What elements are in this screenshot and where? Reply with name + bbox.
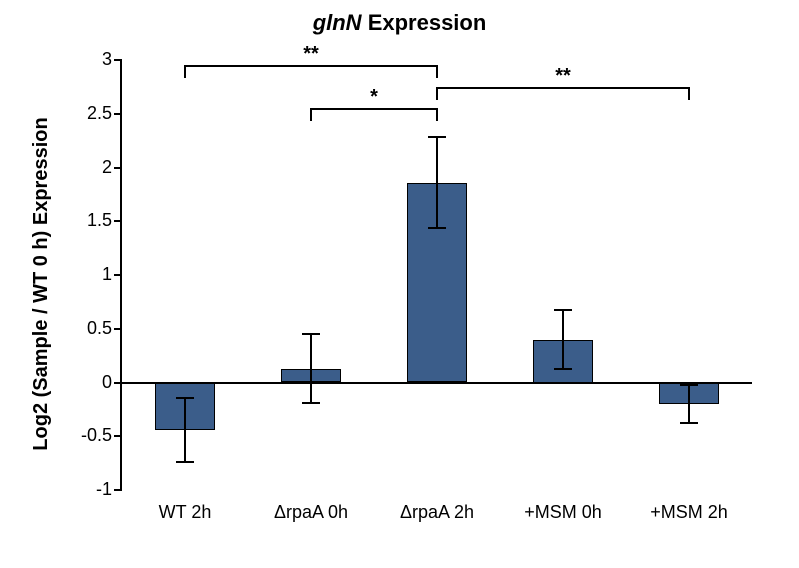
x-tick-label: +MSM 2h [626,502,752,523]
y-tick-label: 1.5 [62,210,112,231]
x-tick-label: WT 2h [122,502,248,523]
error-bar [184,398,186,463]
y-tick-label: 0 [62,372,112,393]
error-bar [436,137,438,227]
y-tick-label: 0.5 [62,318,112,339]
significance-bracket-drop [310,108,312,121]
error-bar [310,334,312,403]
x-tick-label: ΔrpaA 2h [374,502,500,523]
y-tick [114,489,122,491]
y-tick [114,220,122,222]
significance-label: ** [543,65,583,88]
significance-label: ** [291,43,331,66]
significance-bracket-drop [436,87,438,100]
y-tick [114,59,122,61]
y-tick [114,167,122,169]
error-bar-cap [554,309,573,311]
error-bar-cap [428,227,447,229]
error-bar-cap [302,402,321,404]
plot-area: -1-0.500.511.522.53WT 2hΔrpaA 0hΔrpaA 2h… [120,60,752,490]
significance-bracket-drop [688,87,690,100]
chart-title: glnN Expression [0,10,799,36]
x-tick-label: +MSM 0h [500,502,626,523]
error-bar-cap [680,384,699,386]
chart-container: glnN Expression Log2 (Sample / WT 0 h) E… [0,0,799,568]
y-tick [114,113,122,115]
significance-bracket-drop [436,108,438,121]
x-tick-label: ΔrpaA 0h [248,502,374,523]
y-tick-label: -0.5 [62,425,112,446]
title-rest: Expression [362,10,487,35]
error-bar-cap [554,368,573,370]
y-tick [114,274,122,276]
error-bar [562,310,564,368]
error-bar [688,385,690,424]
y-tick-label: 2.5 [62,103,112,124]
error-bar-cap [428,136,447,138]
y-tick-label: 3 [62,49,112,70]
significance-bracket-drop [184,65,186,78]
y-tick [114,435,122,437]
significance-bracket-drop [436,65,438,78]
error-bar-cap [176,397,195,399]
y-tick [114,328,122,330]
error-bar-cap [176,461,195,463]
y-tick-label: 2 [62,157,112,178]
title-italic: glnN [313,10,362,35]
y-tick-label: -1 [62,479,112,500]
y-tick [114,382,122,384]
y-axis-label: Log2 (Sample / WT 0 h) Expression [30,117,53,450]
significance-label: * [354,86,394,109]
y-tick-label: 1 [62,264,112,285]
error-bar-cap [302,333,321,335]
error-bar-cap [680,422,699,424]
